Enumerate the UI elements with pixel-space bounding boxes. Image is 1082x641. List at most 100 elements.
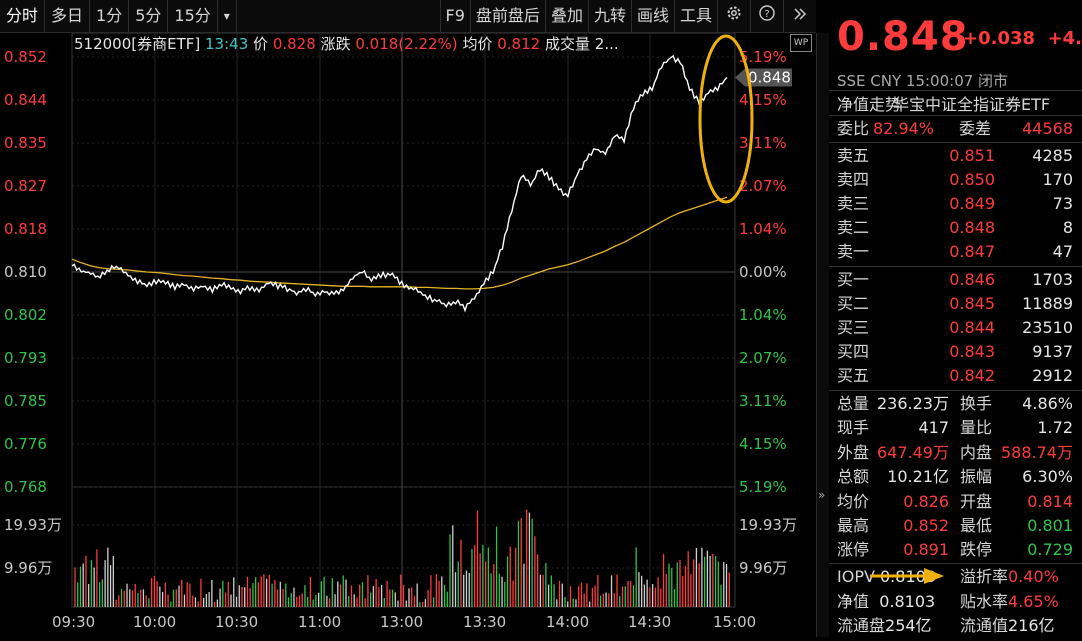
ask-level-label: 卖四 (837, 170, 870, 189)
period-dropdown-icon[interactable]: ▾ (218, 0, 237, 32)
tab-1min[interactable]: 1分 (90, 0, 130, 32)
stat-item: 现手 417 (837, 416, 949, 439)
cursor-time: 13:43 (205, 35, 249, 53)
intraday-chart[interactable]: 0.852 5.19% 0.844 4.15% 0.835 3.11% 0.827 2.07%… (0, 32, 816, 637)
chevron-right-icon: » (818, 488, 826, 502)
bid-level-volume: 2912 (1032, 366, 1073, 385)
nav-trend-link[interactable]: 净值走势 (837, 95, 902, 114)
ask-level-price: 0.848 (949, 218, 995, 237)
price-tick-label: 0.852 (4, 48, 47, 66)
stat-label: 现手 (837, 418, 870, 438)
ask-level-price: 0.851 (949, 146, 995, 165)
cursor-change: 0.018(2.22%) (355, 35, 458, 53)
discount-label: 贴水率 (960, 592, 1009, 611)
float-shares-row: 流通盘254亿 (837, 614, 932, 637)
bid-level-label: 买一 (837, 270, 870, 289)
stat-value: 417 (918, 418, 949, 438)
stat-value: 647.49万 (877, 442, 949, 462)
stat-label: 量比 (960, 418, 993, 438)
ask-level-row[interactable]: 卖二 0.848 8 (837, 216, 1073, 239)
ask-level-row[interactable]: 卖一 0.847 47 (837, 240, 1073, 263)
nav-row: 净值 0.8103 (837, 590, 935, 613)
gear-icon[interactable] (717, 0, 750, 32)
float-shares-label: 流通盘 (837, 616, 886, 635)
tab-5min[interactable]: 5分 (129, 0, 169, 32)
ask-level-price: 0.850 (949, 170, 995, 189)
float-value-row: 流通值216亿 (960, 614, 1055, 637)
bid-level-row[interactable]: 买五 0.842 2912 (837, 364, 1073, 387)
cursor-volume: 2... (594, 35, 619, 53)
bid-level-row[interactable]: 买二 0.845 11889 (837, 292, 1073, 315)
security-name: 512000[券商ETF] (74, 35, 201, 53)
time-tick-label: 09:30 (52, 613, 95, 631)
bid-level-row[interactable]: 买一 0.846 1703 (837, 268, 1073, 291)
time-tick-label: 13:30 (463, 613, 506, 631)
stat-label: 最低 (960, 516, 993, 535)
stat-item: 换手 4.86% (960, 392, 1073, 415)
intraday-chart-svg: 0.852 5.19% 0.844 4.15% 0.835 3.11% 0.827 2.07%… (4, 32, 797, 631)
time-tick-label: 13:00 (380, 613, 423, 631)
tab-intraday[interactable]: 分时 (0, 0, 46, 32)
svg-text:?: ? (764, 9, 769, 20)
bid-level-label: 买二 (837, 294, 870, 313)
tab-15min[interactable]: 15分 (168, 0, 218, 32)
percent-tick-label: 1.04% (739, 220, 787, 238)
stat-value: 0.826 (903, 491, 949, 511)
ask-level-row[interactable]: 卖五 0.851 4285 (837, 144, 1073, 167)
stat-item: 量比 1.72 (960, 416, 1073, 439)
ask-level-row[interactable]: 卖三 0.849 73 (837, 192, 1073, 215)
change-percent: +4. (1047, 28, 1082, 49)
price-tick-label: 0.827 (4, 177, 47, 195)
bid-level-volume: 1703 (1032, 270, 1073, 289)
ask-level-volume: 170 (1042, 170, 1073, 189)
bid-level-price: 0.842 (949, 366, 995, 385)
ask-level-label: 卖五 (837, 146, 870, 165)
percent-tick-label: 5.19% (739, 48, 787, 66)
wp-badge[interactable]: WP (790, 34, 812, 52)
time-tick-label: 14:30 (628, 613, 671, 631)
discount-row: 贴水率4.65% (960, 590, 1059, 613)
overlay-button[interactable]: 叠加 (544, 0, 588, 32)
time-tick-label: 15:00 (713, 613, 756, 631)
panel-collapse-button[interactable]: » (816, 33, 830, 637)
chart-frame (71, 32, 736, 608)
chart-toolbar: 分时 多日 1分 5分 15分 ▾ F9 盘前盘后 叠加 九转 画线 工具 ? (0, 0, 816, 33)
stat-label: 开盘 (960, 491, 993, 511)
tab-multi-day[interactable]: 多日 (45, 0, 91, 32)
double-chevron-right-icon[interactable] (783, 0, 816, 32)
ask-level-row[interactable]: 卖四 0.850 170 (837, 168, 1073, 191)
bid-level-price: 0.846 (949, 270, 995, 289)
percent-tick-label: 3.11% (739, 134, 787, 152)
change-value: +0.038 (963, 28, 1036, 49)
f9-button[interactable]: F9 (439, 0, 470, 32)
stat-value: 0.814 (1027, 491, 1073, 511)
help-icon[interactable]: ? (750, 0, 783, 32)
ask-level-label: 卖一 (837, 242, 870, 261)
ask-level-volume: 47 (1052, 242, 1073, 261)
stat-label: 总额 (837, 467, 870, 487)
percent-tick-label: 2.07% (739, 349, 787, 367)
price-tick-label: 0.802 (4, 306, 47, 324)
nine-turn-button[interactable]: 九转 (587, 0, 631, 32)
stat-item: 开盘 0.814 (960, 490, 1073, 513)
ask-level-price: 0.847 (949, 242, 995, 261)
price-tick-label: 0.835 (4, 134, 47, 152)
stat-item: 均价 0.826 (837, 490, 949, 513)
stat-item: 总量 236.23万 (837, 392, 949, 415)
nav-label: 净值 (837, 592, 870, 611)
bid-level-row[interactable]: 买四 0.843 9137 (837, 340, 1073, 363)
bid-level-volume: 11889 (1022, 294, 1073, 313)
bid-level-row[interactable]: 买三 0.844 23510 (837, 316, 1073, 339)
stat-value: 0.891 (903, 540, 949, 560)
tools-button[interactable]: 工具 (673, 0, 717, 32)
bid-level-price: 0.843 (949, 342, 995, 361)
ask-level-price: 0.849 (949, 194, 995, 213)
pre-post-market-button[interactable]: 盘前盘后 (469, 0, 545, 32)
stat-value: 1.72 (1037, 418, 1073, 438)
cursor-price: 0.828 (272, 35, 316, 53)
draw-line-button[interactable]: 画线 (630, 0, 674, 32)
premium-label: 溢折率 (960, 567, 1009, 586)
price-tick-label: 0.818 (4, 220, 47, 238)
cursor-avg: 0.812 (497, 35, 541, 53)
price-tick-label: 0.768 (4, 478, 47, 496)
